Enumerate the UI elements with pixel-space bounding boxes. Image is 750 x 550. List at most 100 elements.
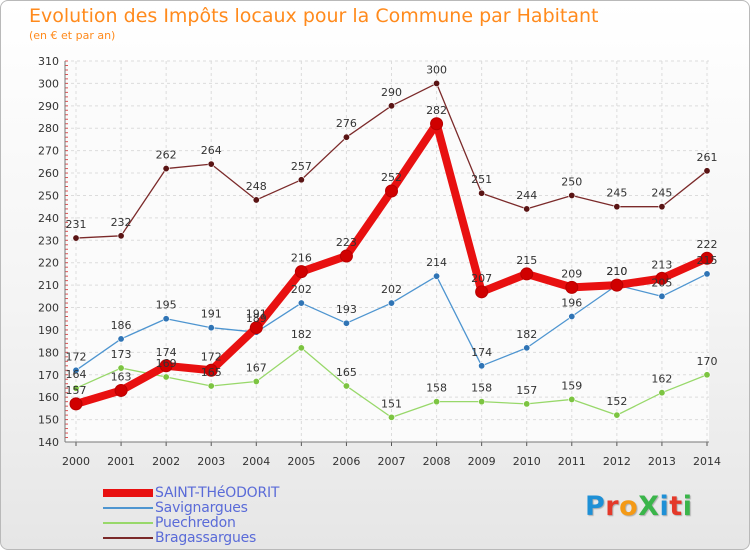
data-label-bragassargues: 250 [561,175,582,188]
data-point-saint-th-odorit [249,321,263,335]
data-point-saint-th-odorit [385,184,398,198]
data-point-bragassargues [703,167,711,175]
data-label-savignargues: 189 [246,312,267,325]
chart-subtitle: (en € et par an) [29,29,116,42]
data-label-saint-th-odorit: 209 [561,267,582,280]
x-tick-label: 2006 [332,455,360,468]
data-label-bragassargues: 290 [381,86,402,99]
y-tick-label: 260 [38,167,59,180]
y-tick-label: 140 [38,436,59,449]
data-point-saint-th-odorit [475,285,489,299]
data-label-savignargues: 182 [516,328,537,341]
data-label-saint-th-odorit: 223 [336,236,357,249]
series-saint-th-odorit [69,117,714,411]
y-tick-label: 220 [38,257,59,270]
x-tick-label: 2013 [648,455,676,468]
data-point-saint-th-odorit [430,117,444,131]
data-label-bragassargues: 248 [246,180,267,193]
logo-letter: X [638,491,660,522]
y-tick-label: 200 [38,302,59,315]
data-label-bragassargues: 231 [66,218,87,231]
x-tick-label: 2003 [197,455,225,468]
data-label-puechredon: 165 [336,366,357,379]
data-point-savignargues [162,315,170,323]
data-label-puechredon: 173 [111,348,132,361]
data-point-saint-th-odorit [204,363,218,377]
data-label-saint-th-odorit: 207 [471,272,492,285]
data-label-puechredon: 165 [201,366,222,379]
data-point-savignargues [342,319,350,327]
data-label-puechredon: 159 [561,379,582,392]
data-point-puechredon [433,398,441,406]
data-point-savignargues [568,312,576,320]
data-label-bragassargues: 251 [471,173,492,186]
data-label-savignargues: 195 [156,299,177,312]
data-label-savignargues: 196 [561,296,582,309]
data-point-bragassargues [658,203,666,211]
x-tick-label: 2014 [693,455,721,468]
data-label-saint-th-odorit: 157 [66,384,87,397]
data-point-puechredon [297,344,305,352]
data-point-saint-th-odorit [69,397,83,411]
series-puechredon [72,344,711,421]
data-point-bragassargues [252,196,260,204]
data-point-saint-th-odorit [565,280,579,294]
x-tick-label: 2009 [468,455,496,468]
data-label-puechredon: 157 [516,384,537,397]
data-label-savignargues: 214 [426,256,447,269]
data-point-saint-th-odorit [114,383,128,397]
data-label-saint-th-odorit: 216 [291,252,312,265]
data-label-saint-th-odorit: 252 [381,171,402,184]
y-tick-label: 180 [38,346,59,359]
data-point-bragassargues [523,205,531,213]
data-label-puechredon: 182 [291,328,312,341]
data-label-savignargues: 215 [697,254,718,267]
data-label-bragassargues: 262 [156,149,177,162]
data-label-saint-th-odorit: 282 [426,104,447,117]
x-tick-label: 2005 [287,455,315,468]
data-point-puechredon [207,382,215,390]
data-point-bragassargues [297,176,305,184]
data-point-savignargues [523,344,531,352]
data-point-savignargues [433,272,441,280]
data-point-savignargues [117,335,125,343]
data-point-puechredon [523,400,531,408]
data-label-bragassargues: 264 [201,144,222,157]
y-tick-label: 160 [38,391,59,404]
data-label-bragassargues: 245 [651,187,672,200]
data-label-bragassargues: 261 [697,151,718,164]
x-tick-label: 2000 [62,455,90,468]
data-point-bragassargues [568,191,576,199]
data-label-puechredon: 158 [471,382,492,395]
data-point-puechredon [162,373,170,381]
data-point-saint-th-odorit [159,359,173,373]
logo-letter: i [682,491,693,522]
proxiti-logo: ProXiti [585,491,692,522]
legend-label-bragassargues: Bragassargues [155,529,257,546]
logo-letter: r [605,491,620,522]
data-label-puechredon: 167 [246,361,267,374]
data-label-saint-th-odorit: 215 [516,254,537,267]
logo-letter: o [619,491,639,522]
data-labels: 231 232 262 264 248 257 276 290 300 251 244 250 245 2… [66,63,718,410]
data-label-puechredon: 164 [66,368,87,381]
data-point-puechredon [568,395,576,403]
y-tick-label: 210 [38,279,59,292]
data-label-savignargues: 174 [471,346,492,359]
data-label-savignargues: 191 [201,308,222,321]
logo-letter: t [669,491,683,522]
x-tick-label: 2008 [423,455,451,468]
x-tick-label: 2007 [378,455,406,468]
data-label-puechredon: 158 [426,382,447,395]
data-point-bragassargues [117,232,125,240]
data-label-saint-th-odorit: 191 [246,308,267,321]
legend-label-puechredon: Puechredon [155,514,236,531]
y-tick-label: 240 [38,212,59,225]
data-label-bragassargues: 300 [426,63,447,76]
logo-letter: P [585,491,606,522]
data-label-saint-th-odorit: 222 [697,238,718,251]
y-tick-label: 270 [38,145,59,158]
data-point-saint-th-odorit [655,271,669,285]
data-point-savignargues [72,366,80,374]
x-tick-label: 2001 [107,455,135,468]
